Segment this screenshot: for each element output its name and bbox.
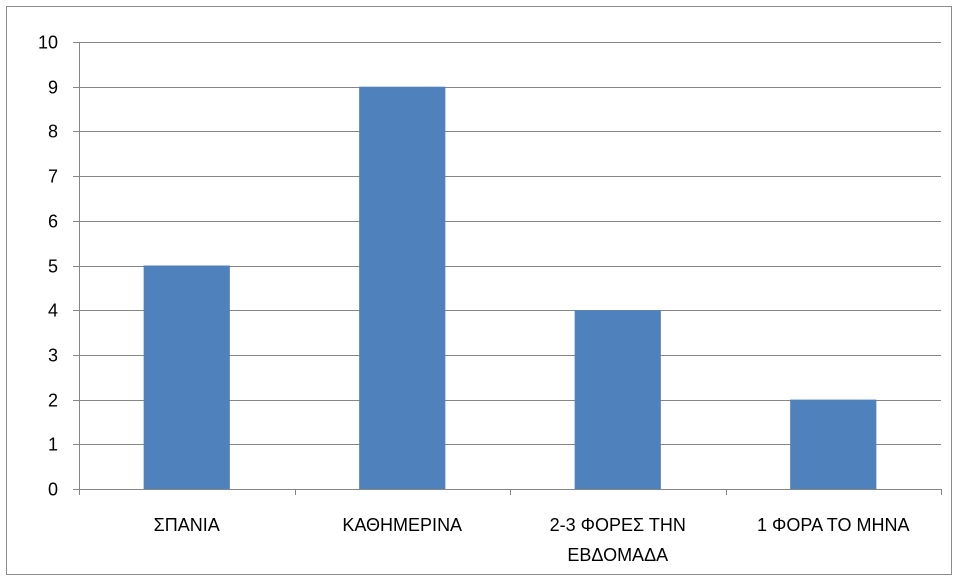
y-tick-label: 7 [48, 167, 58, 187]
x-tick-label: ΚΑΘΗΜΕΡΙΝΑ [342, 515, 462, 535]
bar [359, 86, 446, 489]
axes [73, 42, 942, 495]
x-tick-label: ΕΒΔΟΜΑΔΑ [567, 545, 668, 565]
y-tick-label: 8 [48, 122, 58, 142]
x-tick-label: 2-3 ΦΟΡΕΣ ΤΗΝ [550, 515, 686, 535]
y-tick-label: 3 [48, 346, 58, 366]
x-tick-label: ΣΠΑΝΙΑ [154, 515, 220, 535]
y-tick-label: 10 [38, 33, 58, 53]
y-tick-label: 1 [48, 435, 58, 455]
bar [574, 310, 661, 489]
y-tick-label: 2 [48, 391, 58, 411]
bars [143, 86, 877, 489]
bar [790, 399, 877, 489]
x-tick-label: 1 ΦΟΡΑ ΤΟ ΜΗΝΑ [757, 515, 909, 535]
bar [143, 265, 230, 489]
y-axis-tick-labels: 0 1 2 3 4 5 6 7 8 9 10 [38, 33, 58, 500]
y-tick-label: 5 [48, 257, 58, 277]
x-axis-tick-labels: ΣΠΑΝΙΑ ΚΑΘΗΜΕΡΙΝΑ 2-3 ΦΟΡΕΣ ΤΗΝ ΕΒΔΟΜΑΔΑ 1 Φ… [154, 515, 910, 565]
y-tick-label: 6 [48, 212, 58, 232]
y-tick-label: 9 [48, 78, 58, 98]
y-tick-label: 0 [48, 480, 58, 500]
y-tick-label: 4 [48, 301, 58, 321]
